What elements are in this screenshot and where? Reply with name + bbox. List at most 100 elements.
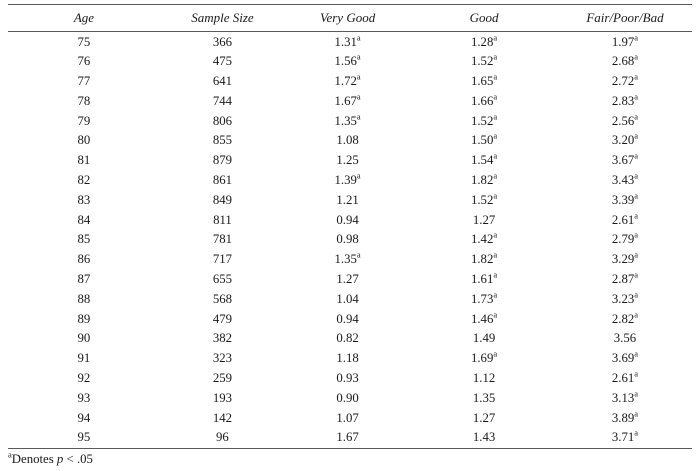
table-cell: 1.65a bbox=[470, 71, 498, 89]
table-cell: 77 bbox=[77, 74, 91, 89]
table-cell: 90 bbox=[77, 331, 91, 346]
significance-superscript: a bbox=[493, 250, 498, 260]
significance-superscript: a bbox=[634, 91, 639, 102]
table-cell: 2.72a bbox=[611, 71, 639, 89]
significance-superscript: a bbox=[634, 190, 639, 201]
table-cell: 1.35a bbox=[334, 250, 361, 267]
table-cell: 1.97a bbox=[611, 32, 639, 49]
significance-superscript: a bbox=[493, 309, 498, 320]
table-cell: 323 bbox=[212, 351, 233, 366]
table-cell: 84 bbox=[77, 212, 91, 227]
footnote-text: Denotes bbox=[11, 452, 57, 466]
table-cell: 1.72a bbox=[334, 71, 361, 89]
significance-superscript: a bbox=[493, 289, 498, 300]
column-header-age: Age bbox=[73, 10, 95, 25]
table-row: 75 366 1.31a 1.28a 1.97a bbox=[8, 32, 692, 52]
table-row: 91 323 1.18 1.69a 3.69a bbox=[8, 349, 692, 369]
table-cell: 1.27 bbox=[336, 272, 359, 287]
table-cell: 1.27 bbox=[472, 410, 496, 425]
table-row: 81 879 1.25 1.54a 3.67a bbox=[8, 151, 692, 171]
table-cell: 3.13a bbox=[611, 388, 639, 405]
table-cell: 2.68a bbox=[611, 52, 639, 69]
significance-superscript: a bbox=[493, 190, 498, 201]
table-cell: 0.90 bbox=[336, 390, 359, 405]
significance-superscript: a bbox=[493, 32, 498, 43]
table-cell: 1.66a bbox=[470, 91, 498, 108]
significance-superscript: a bbox=[634, 170, 639, 181]
column-header-very-good: Very Good bbox=[319, 10, 376, 25]
significance-superscript: a bbox=[356, 170, 361, 181]
table-cell: 1.18 bbox=[336, 351, 359, 366]
table-cell: 568 bbox=[212, 291, 233, 306]
table-cell: 3.89a bbox=[611, 408, 639, 425]
table-cell: 806 bbox=[212, 113, 233, 128]
table-cell: 1.52a bbox=[470, 52, 498, 69]
table-cell: 781 bbox=[212, 232, 233, 247]
significance-superscript: a bbox=[493, 151, 498, 162]
significance-superscript: a bbox=[634, 250, 639, 260]
table-cell: 861 bbox=[212, 173, 233, 188]
table-cell: 1.73a bbox=[470, 289, 498, 306]
table-row: 84 811 0.94 1.27 2.61a bbox=[8, 210, 692, 230]
table-cell: 475 bbox=[212, 54, 233, 69]
table-row: 94 142 1.07 1.27 3.89a bbox=[8, 408, 692, 428]
significance-superscript: a bbox=[634, 368, 639, 379]
table-cell: 87 bbox=[77, 272, 91, 287]
significance-superscript: a bbox=[634, 111, 639, 122]
table-cell: 1.49 bbox=[472, 331, 496, 346]
table-cell: 2.82a bbox=[611, 309, 639, 326]
table-cell: 259 bbox=[212, 371, 233, 386]
table-cell: 75 bbox=[77, 34, 91, 49]
table-cell: 1.82a bbox=[470, 170, 498, 188]
table-row: 95 96 1.67 1.43 3.71a bbox=[8, 428, 692, 448]
table-cell: 88 bbox=[77, 291, 91, 306]
table-cell: 1.04 bbox=[336, 291, 359, 306]
table-row: 82 861 1.39a 1.82a 3.43a bbox=[8, 171, 692, 191]
table-cell: 94 bbox=[77, 410, 91, 425]
table-cell: 0.93 bbox=[336, 371, 359, 386]
table-cell: 3.71a bbox=[611, 428, 639, 445]
table-cell: 2.87a bbox=[611, 269, 639, 287]
significance-superscript: a bbox=[493, 269, 498, 280]
table-cell: 1.50a bbox=[470, 131, 498, 148]
table-cell: 83 bbox=[77, 192, 91, 207]
significance-superscript: a bbox=[493, 131, 498, 142]
table-cell: 81 bbox=[77, 153, 91, 168]
significance-superscript: a bbox=[356, 52, 361, 63]
table-row: 88 568 1.04 1.73a 3.23a bbox=[8, 289, 692, 309]
table-row: 86 717 1.35a 1.82a 3.29a bbox=[8, 250, 692, 270]
table-row: 93 193 0.90 1.35 3.13a bbox=[8, 388, 692, 408]
table-cell: 811 bbox=[213, 212, 232, 227]
table-cell: 3.56 bbox=[613, 331, 637, 346]
table-row: 90 382 0.82 1.49 3.56 bbox=[8, 329, 692, 349]
table-cell: 1.07 bbox=[336, 410, 359, 425]
table-cell: 744 bbox=[212, 93, 233, 108]
significance-superscript: a bbox=[634, 151, 639, 162]
table-row: 83 849 1.21 1.52a 3.39a bbox=[8, 190, 692, 210]
table-cell: 92 bbox=[77, 371, 91, 386]
significance-superscript: a bbox=[634, 131, 639, 142]
results-table: Age Sample Size Very Good Good Fair/Poor… bbox=[8, 4, 692, 449]
table-cell: 91 bbox=[77, 351, 91, 366]
table-cell: 1.52a bbox=[470, 190, 498, 207]
significance-superscript: a bbox=[634, 289, 639, 300]
header-row: Age Sample Size Very Good Good Fair/Poor… bbox=[8, 5, 692, 32]
footnote-p-italic: p bbox=[56, 452, 64, 466]
significance-superscript: a bbox=[493, 230, 498, 241]
table-row: 89 479 0.94 1.46a 2.82a bbox=[8, 309, 692, 329]
table-cell: 1.61a bbox=[470, 269, 498, 287]
significance-superscript: a bbox=[634, 269, 639, 280]
table-cell: 1.27 bbox=[472, 212, 496, 227]
table-cell: 3.43a bbox=[611, 170, 639, 188]
significance-superscript: a bbox=[493, 52, 498, 63]
significance-superscript: a bbox=[493, 170, 498, 181]
table-cell: 2.83a bbox=[611, 91, 639, 108]
table-cell: 1.42a bbox=[470, 230, 498, 247]
significance-superscript: a bbox=[356, 250, 361, 260]
significance-superscript: a bbox=[493, 71, 498, 82]
table-cell: 3.67a bbox=[611, 151, 639, 168]
table-cell: 855 bbox=[212, 133, 233, 148]
table-row: 77 641 1.72a 1.65a 2.72a bbox=[8, 72, 692, 92]
table-cell: 641 bbox=[212, 74, 233, 89]
table-cell: 382 bbox=[212, 331, 233, 346]
